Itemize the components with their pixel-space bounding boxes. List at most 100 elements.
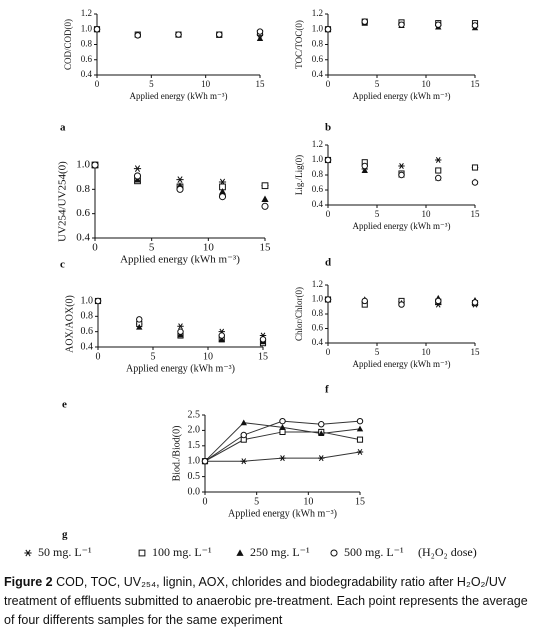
x-tick-label: 5 bbox=[375, 79, 380, 89]
panel: 0.4 0.6 0.8 1.0 1.2 0 5 10 15 Applied energy (kWh… bbox=[60, 8, 265, 133]
x-tick-label: 10 bbox=[422, 209, 432, 219]
x-tick-label: 10 bbox=[303, 496, 313, 507]
y-tick-label: 1.0 bbox=[188, 455, 201, 466]
y-tick-label: 0.6 bbox=[76, 207, 90, 219]
marker-asterisk bbox=[279, 455, 286, 462]
marker-asterisk bbox=[24, 549, 32, 557]
y-tick-label: 1.0 bbox=[312, 23, 324, 33]
marker-circle bbox=[398, 171, 405, 179]
y-tick-label: 1.0 bbox=[81, 23, 93, 33]
x-tick-label: 15 bbox=[471, 209, 481, 219]
x-tick-label: 10 bbox=[422, 79, 432, 89]
x-tick-label: 5 bbox=[254, 496, 259, 507]
y-tick-label: 0.6 bbox=[312, 54, 324, 64]
marker-circle bbox=[261, 202, 269, 210]
x-axis-label: Applied energy (kWh m⁻³) bbox=[129, 91, 227, 101]
series-line bbox=[205, 451, 361, 462]
panel: 0.4 0.6 0.8 1.0 0 5 10 15 Applied energy (kWh m⁻… bbox=[62, 295, 268, 410]
marker-circle bbox=[361, 18, 368, 25]
marker-asterisk bbox=[435, 156, 442, 164]
x-axis-label: Applied energy (kWh m⁻³) bbox=[120, 254, 240, 266]
x-axis-label: Applied energy (kWh m⁻³) bbox=[126, 363, 235, 374]
y-tick-label: 1.0 bbox=[312, 154, 324, 164]
caption: Figure 2 COD, TOC, UV₂₅₄, lignin, AOX, c… bbox=[4, 573, 531, 630]
x-tick-label: 0 bbox=[92, 242, 98, 254]
marker-triangle bbox=[236, 549, 244, 556]
marker-asterisk bbox=[318, 455, 325, 462]
x-tick-label: 15 bbox=[471, 347, 481, 357]
marker-square bbox=[279, 428, 286, 436]
legend-label: 100 mg. L⁻¹ bbox=[152, 545, 212, 559]
x-axis-label: Applied energy (kWh m⁻³) bbox=[352, 91, 450, 101]
marker-triangle bbox=[279, 424, 286, 430]
marker-circle bbox=[93, 26, 101, 33]
marker-circle bbox=[256, 28, 264, 35]
y-tick-label: 0.4 bbox=[312, 337, 324, 347]
marker-circle bbox=[259, 336, 267, 343]
y-tick-label: 0.8 bbox=[312, 39, 324, 49]
x-tick-label: 15 bbox=[258, 351, 268, 362]
marker-asterisk bbox=[176, 176, 184, 183]
marker-triangle bbox=[218, 188, 227, 195]
marker-asterisk bbox=[240, 458, 247, 465]
marker-circle bbox=[133, 172, 142, 180]
y-axis-label: Biod./Biod(0) bbox=[171, 426, 182, 482]
y-tick-label: 0.8 bbox=[81, 39, 93, 49]
panel: 0.4 0.6 0.8 1.0 1.2 0 5 10 15 Applied energy (kWh… bbox=[294, 8, 480, 133]
x-tick-label: 10 bbox=[201, 79, 211, 89]
x-tick-label: 5 bbox=[149, 79, 154, 89]
marker-circle bbox=[435, 21, 442, 28]
y-axis-label: Lig./Lig(0) bbox=[294, 155, 304, 195]
marker-circle bbox=[324, 26, 332, 33]
x-tick-label: 5 bbox=[151, 351, 156, 362]
y-tick-label: 0.8 bbox=[312, 169, 324, 179]
y-tick-label: 1.5 bbox=[188, 440, 201, 451]
x-tick-label: 5 bbox=[375, 209, 380, 219]
y-axis-label: TOC/TOC(0) bbox=[294, 20, 304, 69]
x-tick-label: 10 bbox=[203, 242, 215, 254]
y-tick-label: 0.8 bbox=[81, 311, 94, 322]
y-tick-label: 0.4 bbox=[312, 199, 324, 209]
marker-circle bbox=[318, 421, 325, 428]
y-axis-label: Chlor/Chlor(0) bbox=[294, 287, 304, 341]
marker-circle bbox=[279, 417, 286, 425]
y-tick-label: 1.2 bbox=[312, 139, 323, 149]
marker-square bbox=[261, 182, 269, 190]
marker-circle bbox=[175, 31, 182, 38]
y-tick-label: 0.6 bbox=[312, 184, 324, 194]
marker-triangle bbox=[136, 323, 143, 330]
y-tick-label: 1.2 bbox=[312, 8, 323, 18]
marker-circle bbox=[216, 31, 223, 38]
legend-note: (H₂O₂ dose) bbox=[418, 545, 477, 559]
x-tick-label: 10 bbox=[422, 347, 432, 357]
panel: 0.4 0.6 0.8 1.0 1.2 0 5 10 15 Applied energy (kWh… bbox=[294, 279, 480, 395]
panel-letter: e bbox=[62, 399, 67, 411]
marker-circle bbox=[136, 316, 143, 323]
panel: 0.4 0.6 0.8 1.0 0 5 10 15 Applied energy (kWh m⁻… bbox=[57, 159, 271, 271]
marker-circle bbox=[435, 297, 442, 305]
marker-square bbox=[356, 436, 364, 443]
caption-label: Figure 2 bbox=[4, 575, 53, 589]
marker-circle bbox=[324, 296, 332, 303]
y-axis-label: UV254/UV254(0) bbox=[57, 161, 69, 242]
marker-circle bbox=[471, 22, 479, 29]
y-tick-label: 0.5 bbox=[188, 471, 201, 482]
y-tick-label: 0.8 bbox=[312, 308, 324, 318]
y-axis-label: AOX/AOX(0) bbox=[64, 295, 75, 353]
panel-letter: d bbox=[325, 257, 331, 269]
x-tick-label: 10 bbox=[203, 351, 213, 362]
y-tick-label: 0.6 bbox=[81, 54, 93, 64]
panel-letter: b bbox=[325, 122, 331, 134]
x-tick-label: 0 bbox=[95, 79, 100, 89]
caption-text: COD, TOC, UV₂₅₄, lignin, AOX, chlorides … bbox=[4, 575, 528, 627]
panel-letter: c bbox=[60, 259, 65, 271]
marker-asterisk bbox=[177, 323, 184, 330]
x-tick-label: 15 bbox=[355, 496, 365, 507]
marker-asterisk bbox=[133, 165, 142, 172]
y-tick-label: 1.2 bbox=[81, 8, 92, 18]
legend-label: 250 mg. L⁻¹ bbox=[250, 545, 310, 559]
x-tick-label: 0 bbox=[96, 351, 101, 362]
y-axis-label: COD/COD(0) bbox=[63, 19, 73, 70]
marker-circle bbox=[176, 185, 184, 193]
marker-circle bbox=[201, 457, 209, 465]
